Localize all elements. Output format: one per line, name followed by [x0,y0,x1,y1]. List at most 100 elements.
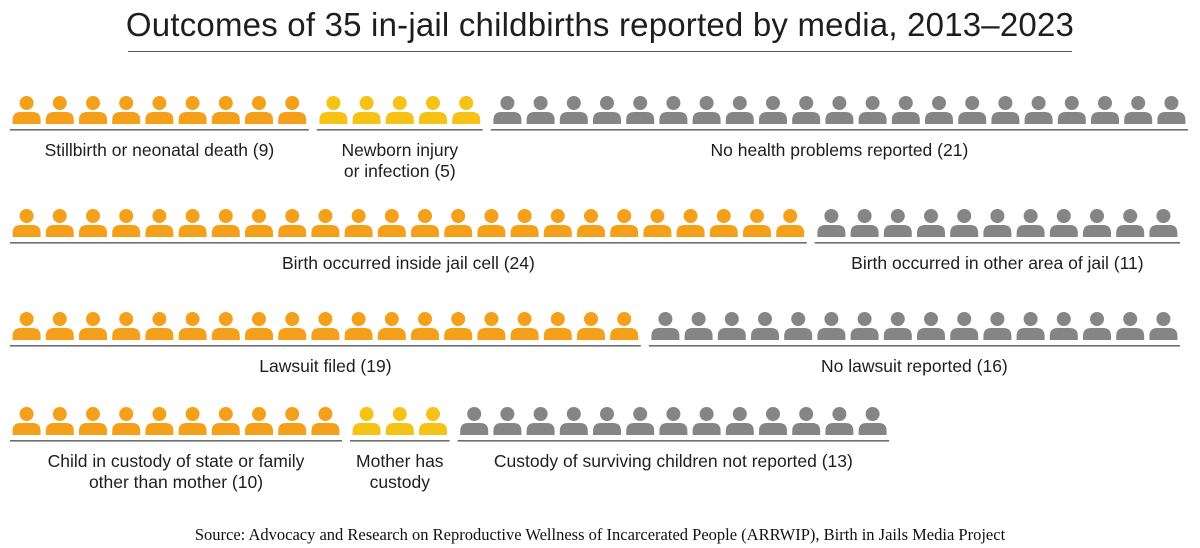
person-icon [917,209,945,237]
person-icon [850,209,879,237]
person-icon [245,209,273,237]
person-icon [858,407,887,435]
segment-label: No health problems reported (21) [711,140,969,160]
person-icon [452,96,481,124]
person-icon [145,312,174,340]
segment-label: Birth occurred in other area of jail (11… [851,253,1143,273]
person-icon [610,209,639,237]
person-icon [817,209,846,237]
person-icon [1149,312,1178,340]
person-icon [684,312,713,340]
person-icon [659,96,688,124]
person-icon [245,407,273,435]
person-icon [112,209,141,237]
person-icon [543,312,572,340]
person-icon [419,407,447,435]
pictogram-row: Child in custody of state or family other… [10,407,890,492]
person-icon [12,96,41,124]
person-icon [1016,312,1045,340]
segment-underline [350,440,450,442]
person-icon [245,312,273,340]
person-icon [319,96,348,124]
person-icon [883,312,912,340]
person-icon [245,96,273,124]
person-icon [817,312,846,340]
person-icon [493,96,522,124]
person-icon [883,209,912,237]
person-icon [858,96,887,124]
person-icon [1016,209,1045,237]
person-icon [626,407,655,435]
person-icon [311,407,340,435]
pictogram-row: Lawsuit filed (19) No lawsuit reported (1… [10,312,1180,376]
person-icon [559,407,588,435]
pictogram-segment: Mother has custody [350,407,450,492]
segment-label: Birth occurred inside jail cell (24) [282,253,535,273]
pictogram-segment: Custody of surviving children not report… [457,407,890,471]
person-icon [178,96,207,124]
segment-underline [316,129,483,131]
title-underline [128,51,1072,52]
person-icon [725,407,754,435]
segment-label-line: Mother has [356,451,444,471]
person-icon [278,209,307,237]
segment-label: Mother has custody [356,451,444,492]
person-icon [850,312,879,340]
person-icon [510,312,539,340]
person-icon [510,209,539,237]
person-icon [278,407,307,435]
segment-label-line: custody [370,472,431,492]
person-icon [419,96,447,124]
person-icon [352,96,381,124]
person-icon [983,312,1012,340]
person-icon [278,312,307,340]
person-icon [145,209,174,237]
person-icon [725,96,754,124]
person-icon [792,96,821,124]
person-icon [1083,209,1111,237]
segment-label-line: Newborn injury [341,140,458,160]
person-icon [891,96,920,124]
person-icon [526,96,555,124]
pictogram-segment: No lawsuit reported (16) [648,312,1180,376]
person-icon [311,209,340,237]
segment-label-line: Birth occurred in other area of jail (11… [851,253,1143,273]
person-icon [477,312,506,340]
person-icon [709,209,738,237]
person-icon [377,312,406,340]
person-icon [743,209,771,237]
person-icon [577,209,605,237]
person-icon [12,312,41,340]
person-icon [593,96,621,124]
pictogram-segment: Child in custody of state or family other… [10,407,342,492]
person-icon [45,209,74,237]
pictogram-segment: Lawsuit filed (19) [10,312,641,376]
person-icon [593,407,621,435]
person-icon [1116,209,1145,237]
person-icon [717,312,746,340]
person-icon [385,96,414,124]
pictogram-row: Stillbirth or neonatal death (9) Newborn … [10,96,1188,181]
person-icon [759,96,787,124]
person-icon [344,312,373,340]
person-icon [825,96,854,124]
person-icon [958,96,987,124]
pictogram-row: Birth occurred inside jail cell (24) Birt… [10,209,1180,273]
person-icon [45,96,74,124]
person-icon [950,312,979,340]
person-icon [1157,96,1186,124]
person-icon [1083,312,1111,340]
person-icon [1057,96,1086,124]
pictogram-segment: Newborn injury or infection (5) [316,96,483,181]
person-icon [659,407,688,435]
person-icon [79,209,107,237]
person-icon [577,312,605,340]
person-icon [784,312,813,340]
chart-title: Outcomes of 35 in-jail childbirths repor… [125,6,1075,43]
person-icon [178,209,207,237]
person-icon [211,312,240,340]
person-icon [79,312,107,340]
person-icon [1091,96,1119,124]
person-icon [145,96,174,124]
